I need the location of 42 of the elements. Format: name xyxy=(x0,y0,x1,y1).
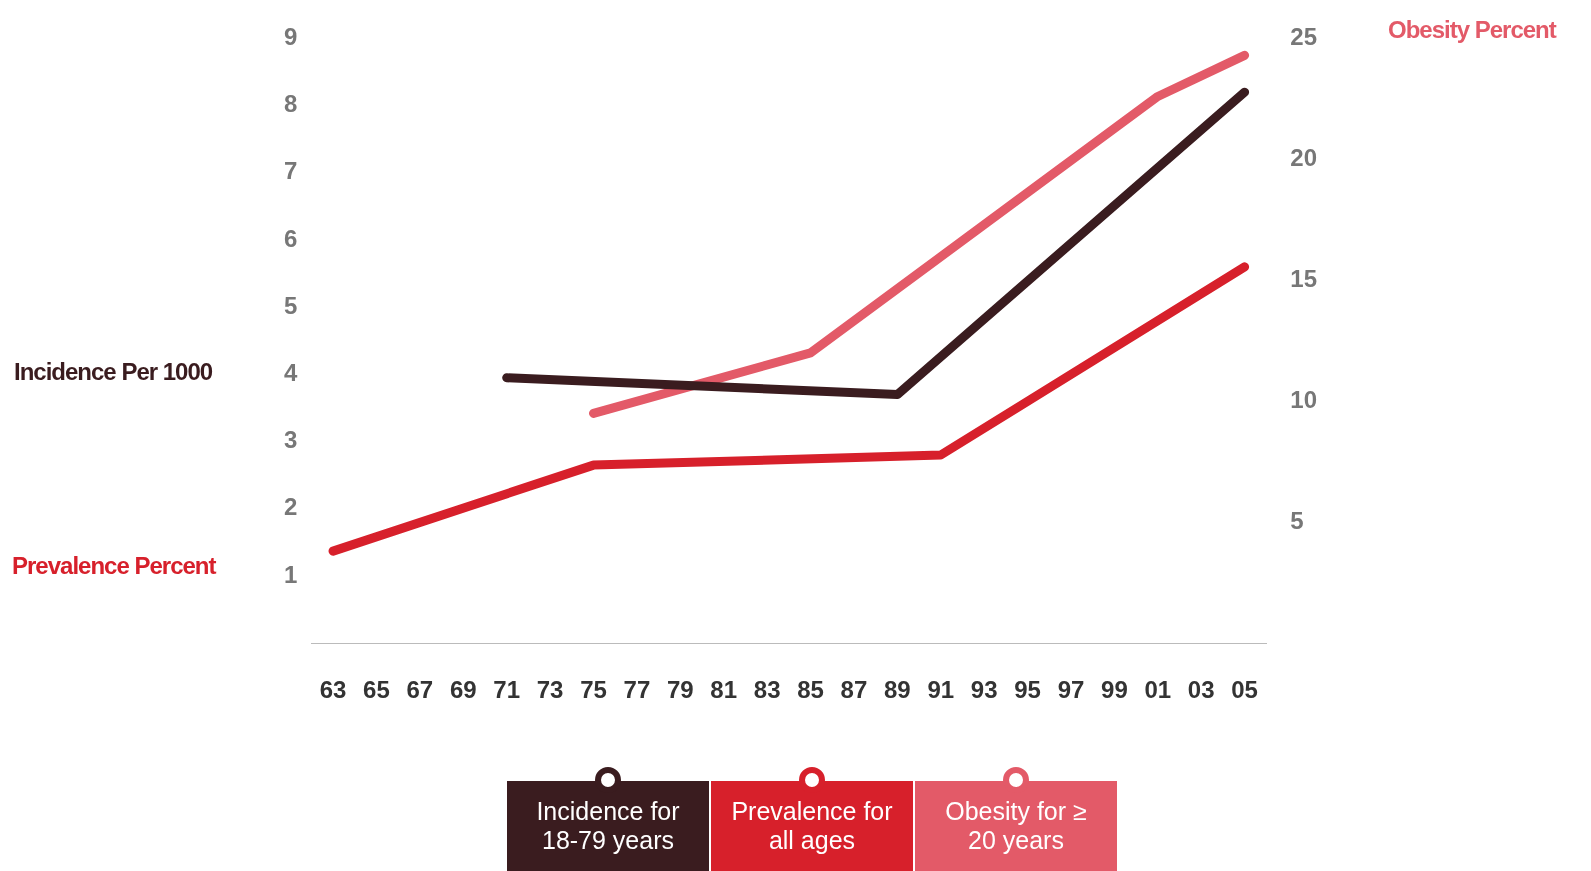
legend-label: Incidence for 18-79 years xyxy=(535,797,681,855)
y2-tick-label: 10 xyxy=(1290,385,1318,413)
x-tick-label: 97 xyxy=(1057,676,1085,704)
x-tick-label: 75 xyxy=(580,676,607,704)
x-tick-label: 01 xyxy=(1144,676,1172,704)
x-tick-label: 67 xyxy=(406,676,434,704)
y2-tick-label: 15 xyxy=(1290,264,1318,292)
x-tick-label: 85 xyxy=(797,676,824,704)
x-tick-label: 77 xyxy=(623,676,651,704)
x-tick-label: 73 xyxy=(536,676,564,704)
x-tick-label: 81 xyxy=(710,676,738,704)
y-tick-label: 3 xyxy=(283,426,298,454)
x-tick-label: 03 xyxy=(1187,676,1215,704)
text: Prevalence Percent xyxy=(12,552,216,580)
legend-label: Obesity for ≥ 20 years xyxy=(944,797,1088,855)
x-tick-label: 05 xyxy=(1231,676,1258,704)
x-tick-label: 91 xyxy=(927,676,955,704)
x-tick-label: 87 xyxy=(840,676,868,704)
y-axis-title: Incidence Per 1000 xyxy=(14,358,213,386)
x-tick-label: 65 xyxy=(363,676,390,704)
y-tick-label: 8 xyxy=(283,90,298,118)
x-tick-label: 69 xyxy=(449,676,477,704)
x-tick-label: 99 xyxy=(1101,676,1128,704)
y-tick-label: 1 xyxy=(283,560,298,588)
y-tick-label: 4 xyxy=(283,359,298,387)
y-tick-label: 6 xyxy=(283,224,298,252)
x-tick-label: 79 xyxy=(666,676,694,704)
x-tick-label: 93 xyxy=(970,676,998,704)
x-tick-label: 83 xyxy=(753,676,781,704)
y-tick-label: 7 xyxy=(283,157,298,185)
x-tick-label: 63 xyxy=(319,676,347,704)
y2-axis-title: Obesity Percent xyxy=(1388,16,1556,44)
x-tick-label: 71 xyxy=(493,676,521,704)
y2-tick-label: 20 xyxy=(1290,143,1318,171)
y-tick-label: 2 xyxy=(283,493,298,521)
x-tick-label: 89 xyxy=(883,676,911,704)
y-tick-label: 5 xyxy=(283,291,298,319)
y2-tick-label: 25 xyxy=(1290,23,1318,51)
legend-label: Prevalence for all ages xyxy=(730,797,894,855)
y2-tick-label: 5 xyxy=(1290,506,1304,534)
y-tick-label: 9 xyxy=(283,23,298,51)
x-tick-label: 95 xyxy=(1014,676,1041,704)
